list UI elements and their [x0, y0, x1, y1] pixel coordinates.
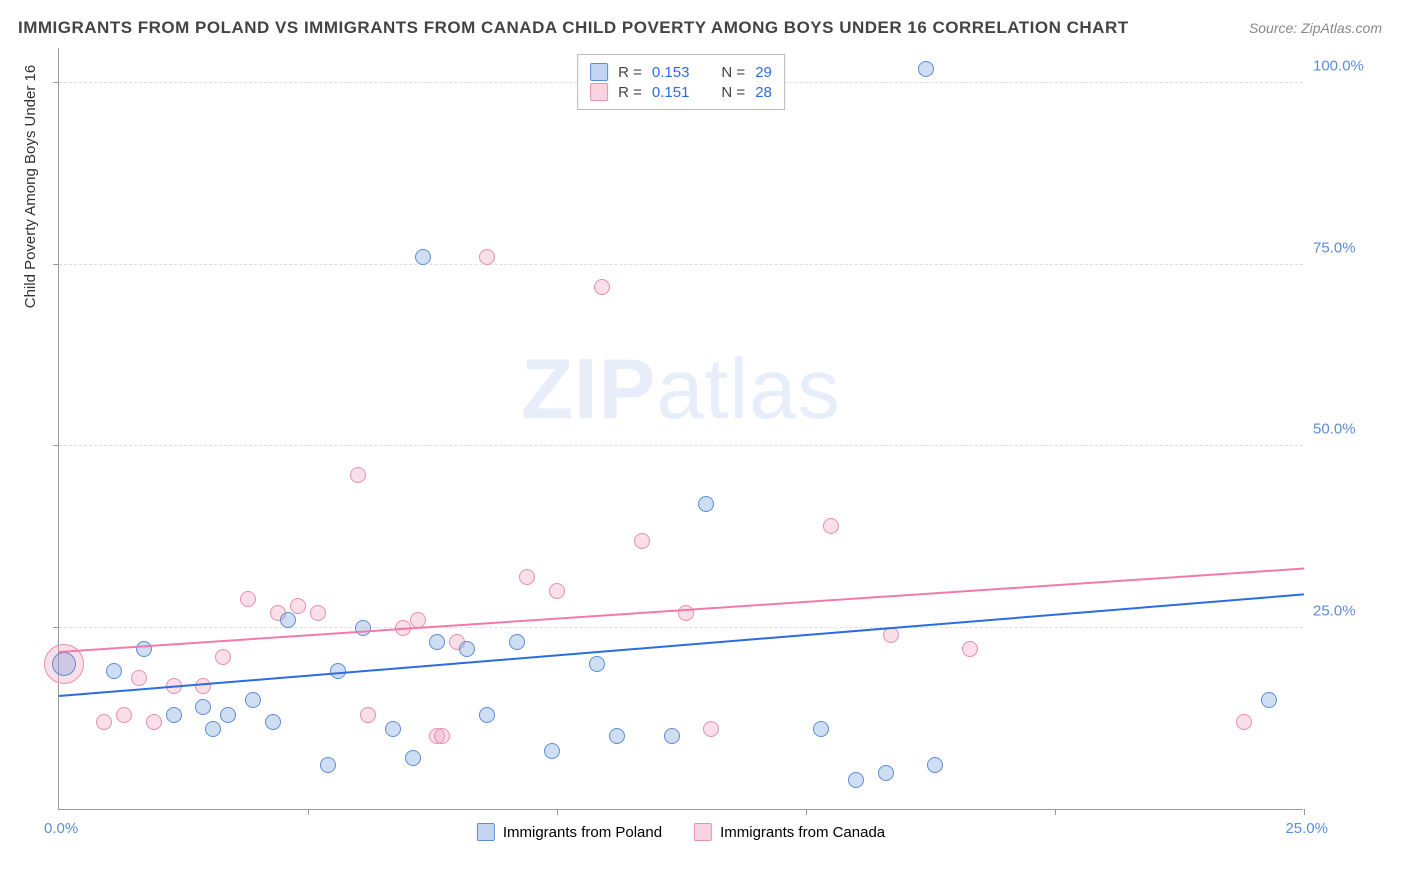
- r-label: R =: [618, 84, 642, 101]
- data-point-poland: [415, 249, 431, 265]
- legend-label: Immigrants from Poland: [503, 824, 662, 841]
- watermark: ZIPatlas: [521, 341, 841, 439]
- legend-item-canada: Immigrants from Canada: [694, 823, 885, 841]
- data-point-canada: [1236, 714, 1252, 730]
- data-point-canada: [703, 721, 719, 737]
- data-point-canada: [549, 583, 565, 599]
- data-point-poland: [459, 641, 475, 657]
- x-max-label: 25.0%: [1285, 820, 1328, 837]
- data-point-poland: [878, 765, 894, 781]
- legend-label: Immigrants from Canada: [720, 824, 885, 841]
- data-point-poland: [429, 634, 445, 650]
- data-point-canada: [240, 591, 256, 607]
- grid-line: [59, 627, 1303, 628]
- data-point-poland: [136, 641, 152, 657]
- data-point-canada: [434, 728, 450, 744]
- x-min-label: 0.0%: [44, 820, 78, 837]
- data-point-canada: [146, 714, 162, 730]
- data-point-poland: [918, 61, 934, 77]
- data-point-poland: [509, 634, 525, 650]
- swatch-pink-icon: [694, 823, 712, 841]
- data-point-poland: [589, 656, 605, 672]
- data-point-poland: [280, 612, 296, 628]
- grid-line: [59, 264, 1303, 265]
- legend-item-poland: Immigrants from Poland: [477, 823, 662, 841]
- data-point-poland: [195, 699, 211, 715]
- chart-plot-area: ZIPatlas 25.0%50.0%75.0%100.0% 0.0% 25.0…: [58, 48, 1303, 810]
- data-point-canada: [594, 279, 610, 295]
- data-point-poland: [245, 692, 261, 708]
- x-tick: [308, 809, 309, 815]
- corr-row-poland: R = 0.153 N = 29: [590, 63, 772, 81]
- source-label: Source: ZipAtlas.com: [1249, 20, 1382, 36]
- data-point-canada: [962, 641, 978, 657]
- y-tick: [53, 264, 59, 265]
- swatch-pink-icon: [590, 83, 608, 101]
- data-point-poland: [927, 757, 943, 773]
- swatch-blue-icon: [477, 823, 495, 841]
- data-point-poland: [698, 496, 714, 512]
- data-point-canada: [96, 714, 112, 730]
- data-point-canada: [519, 569, 535, 585]
- data-point-canada: [310, 605, 326, 621]
- data-point-canada: [215, 649, 231, 665]
- r-label: R =: [618, 64, 642, 81]
- watermark-rest: atlas: [656, 342, 841, 437]
- y-tick-label: 25.0%: [1313, 602, 1373, 619]
- data-point-poland: [848, 772, 864, 788]
- data-point-canada: [360, 707, 376, 723]
- data-point-poland: [1261, 692, 1277, 708]
- n-label: N =: [721, 64, 745, 81]
- chart-title: IMMIGRANTS FROM POLAND VS IMMIGRANTS FRO…: [18, 18, 1129, 38]
- data-point-poland: [609, 728, 625, 744]
- data-point-poland: [405, 750, 421, 766]
- y-axis-title: Child Poverty Among Boys Under 16: [22, 65, 39, 308]
- x-tick: [1055, 809, 1056, 815]
- swatch-blue-icon: [590, 63, 608, 81]
- data-point-poland: [664, 728, 680, 744]
- data-point-poland: [544, 743, 560, 759]
- x-tick: [557, 809, 558, 815]
- data-point-poland: [265, 714, 281, 730]
- data-point-poland: [166, 707, 182, 723]
- n-value: 29: [755, 64, 772, 81]
- corr-row-canada: R = 0.151 N = 28: [590, 83, 772, 101]
- x-tick: [1304, 809, 1305, 815]
- data-point-canada: [290, 598, 306, 614]
- watermark-bold: ZIP: [521, 342, 656, 437]
- data-point-canada: [678, 605, 694, 621]
- data-point-poland: [355, 620, 371, 636]
- data-point-poland: [52, 652, 76, 676]
- data-point-canada: [350, 467, 366, 483]
- r-value: 0.151: [652, 84, 690, 101]
- data-point-poland: [205, 721, 221, 737]
- y-tick-label: 50.0%: [1313, 421, 1373, 438]
- y-tick-label: 100.0%: [1313, 58, 1373, 75]
- correlation-legend: R = 0.153 N = 29 R = 0.151 N = 28: [577, 54, 785, 110]
- data-point-poland: [479, 707, 495, 723]
- data-point-canada: [131, 670, 147, 686]
- x-tick: [806, 809, 807, 815]
- series-legend: Immigrants from Poland Immigrants from C…: [477, 823, 885, 841]
- data-point-canada: [634, 533, 650, 549]
- data-point-canada: [823, 518, 839, 534]
- y-tick: [53, 627, 59, 628]
- data-point-canada: [116, 707, 132, 723]
- r-value: 0.153: [652, 64, 690, 81]
- n-value: 28: [755, 84, 772, 101]
- data-point-poland: [220, 707, 236, 723]
- grid-line: [59, 445, 1303, 446]
- n-label: N =: [721, 84, 745, 101]
- data-point-poland: [385, 721, 401, 737]
- y-tick-label: 75.0%: [1313, 239, 1373, 256]
- y-tick: [53, 82, 59, 83]
- data-point-poland: [106, 663, 122, 679]
- data-point-canada: [479, 249, 495, 265]
- y-tick: [53, 445, 59, 446]
- data-point-poland: [320, 757, 336, 773]
- data-point-poland: [813, 721, 829, 737]
